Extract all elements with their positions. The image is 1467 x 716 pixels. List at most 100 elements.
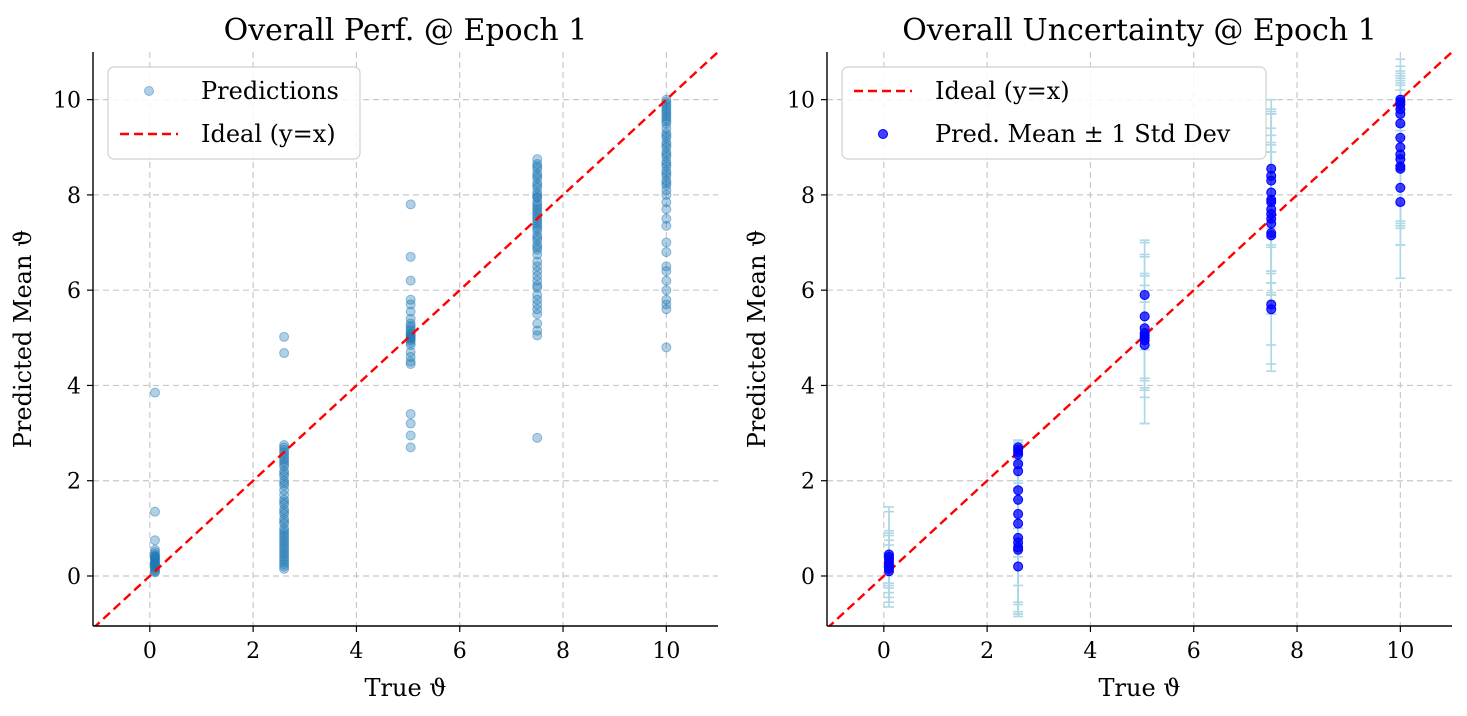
y-axis-label: Predicted Mean ϑ	[743, 230, 771, 448]
mean-point	[1267, 231, 1276, 240]
mean-point	[1267, 176, 1276, 185]
legend-label: Ideal (y=x)	[201, 120, 336, 148]
prediction-point	[533, 433, 542, 442]
prediction-point	[662, 267, 671, 276]
mean-point	[1014, 545, 1023, 554]
prediction-point	[406, 431, 415, 440]
prediction-point	[533, 181, 542, 190]
prediction-point	[662, 221, 671, 230]
mean-point	[1267, 219, 1276, 228]
prediction-point	[533, 200, 542, 209]
mean-point	[1396, 133, 1405, 142]
x-tick-label: 4	[1083, 639, 1097, 664]
y-tick-label: 0	[801, 565, 815, 590]
prediction-point	[662, 343, 671, 352]
mean-point	[1396, 164, 1405, 173]
mean-point	[1014, 519, 1023, 528]
mean-point	[1014, 467, 1023, 476]
legend-label: Predictions	[201, 77, 339, 105]
mean-point	[1396, 119, 1405, 128]
prediction-point	[406, 443, 415, 452]
prediction-point	[406, 410, 415, 419]
x-tick-label: 0	[877, 639, 891, 664]
legend: Predictions Ideal (y=x)	[108, 67, 360, 159]
prediction-point	[662, 305, 671, 314]
prediction-point	[662, 131, 671, 140]
y-tick-label: 8	[801, 184, 815, 209]
x-tick-label: 10	[652, 639, 680, 664]
y-tick-label: 4	[67, 374, 81, 399]
prediction-point	[533, 171, 542, 180]
prediction-point	[280, 498, 289, 507]
prediction-point	[662, 178, 671, 187]
legend: Ideal (y=x) Pred. Mean ± 1 Std Dev	[842, 67, 1266, 159]
mean-point	[1014, 450, 1023, 459]
x-tick-label: 0	[143, 639, 157, 664]
prediction-point	[280, 349, 289, 358]
prediction-point	[406, 276, 415, 285]
prediction-point	[280, 507, 289, 516]
y-tick-label: 6	[801, 279, 815, 304]
prediction-point	[662, 276, 671, 285]
prediction-point	[533, 309, 542, 318]
y-tick-label: 10	[787, 89, 815, 114]
prediction-point	[280, 332, 289, 341]
prediction-point	[406, 419, 415, 428]
prediction-point	[662, 140, 671, 149]
prediction-point	[662, 286, 671, 295]
y-tick-label: 2	[801, 470, 815, 495]
prediction-point	[533, 281, 542, 290]
y-tick-label: 10	[53, 89, 81, 114]
chart-panel-2: 0 2 4 6 8 10 0 2 4 6 8 10 Overall Uncertainty @ Epoc…	[743, 13, 1452, 702]
prediction-point	[533, 233, 542, 242]
mean-point	[1396, 183, 1405, 192]
mean-point	[1140, 290, 1149, 299]
x-axis-label: True ϑ	[365, 674, 447, 702]
x-tick-label: 2	[246, 639, 260, 664]
prediction-point	[406, 352, 415, 361]
chart-title: Overall Uncertainty @ Epoch 1	[902, 13, 1377, 48]
x-tick-label: 2	[980, 639, 994, 664]
prediction-point	[533, 162, 542, 171]
prediction-point	[280, 517, 289, 526]
mean-point	[1140, 340, 1149, 349]
prediction-point	[533, 262, 542, 271]
prediction-point	[280, 564, 289, 573]
prediction-point	[662, 159, 671, 168]
y-tick-label: 0	[67, 565, 81, 590]
prediction-point	[662, 205, 671, 214]
prediction-point	[533, 331, 542, 340]
x-tick-label: 6	[453, 639, 467, 664]
x-tick-label: 8	[1290, 639, 1304, 664]
prediction-point	[280, 479, 289, 488]
y-tick-label: 2	[67, 470, 81, 495]
mean-point	[1396, 198, 1405, 207]
prediction-point	[406, 252, 415, 261]
legend-label: Ideal (y=x)	[935, 77, 1070, 105]
prediction-point	[662, 169, 671, 178]
prediction-point	[662, 238, 671, 247]
y-tick-label: 6	[67, 279, 81, 304]
mean-point	[1267, 305, 1276, 314]
legend-marker-swatch	[879, 130, 888, 139]
prediction-point	[280, 469, 289, 478]
prediction-point	[150, 388, 159, 397]
y-tick-label: 8	[67, 184, 81, 209]
legend-label: Pred. Mean ± 1 Std Dev	[935, 120, 1231, 148]
mean-point	[1014, 562, 1023, 571]
mean-point	[1267, 195, 1276, 204]
prediction-point	[150, 507, 159, 516]
x-tick-label: 8	[556, 639, 570, 664]
x-axis-label: True ϑ	[1099, 674, 1181, 702]
prediction-point	[150, 536, 159, 545]
chart-title: Overall Perf. @ Epoch 1	[224, 13, 588, 48]
x-tick-label: 10	[1386, 639, 1414, 664]
mean-point	[1140, 312, 1149, 321]
y-axis-label: Predicted Mean ϑ	[9, 230, 37, 448]
prediction-point	[280, 460, 289, 469]
prediction-point	[406, 200, 415, 209]
mean-point	[1014, 510, 1023, 519]
mean-point	[1014, 486, 1023, 495]
chart-panel-1: 0 2 4 6 8 100246810Overall Perf. @ Epoch 1Tru…	[9, 13, 718, 702]
